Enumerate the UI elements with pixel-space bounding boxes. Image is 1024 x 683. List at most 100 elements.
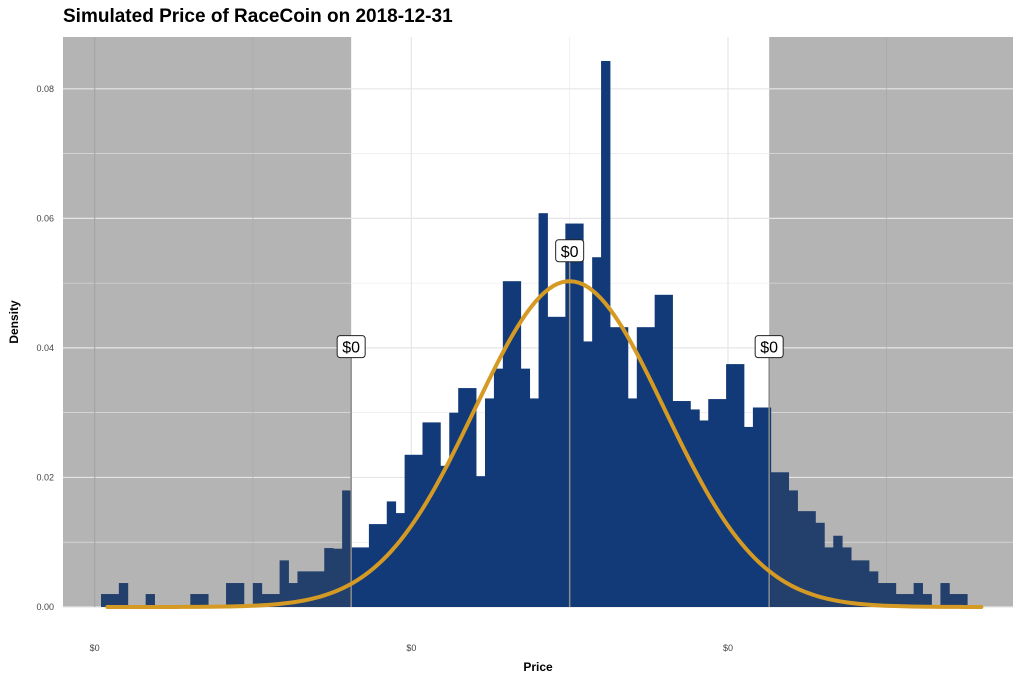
histogram-bar <box>368 524 379 607</box>
histogram-bar <box>199 594 209 607</box>
y-tick-label: 0.06 <box>36 213 54 223</box>
histogram-bar <box>493 368 504 607</box>
histogram-bar <box>529 398 539 607</box>
histogram-bar <box>413 454 423 607</box>
histogram-bar <box>761 407 772 607</box>
histogram-bar <box>663 294 673 607</box>
histogram-bar <box>824 547 834 607</box>
histogram-bar <box>752 407 763 607</box>
histogram-bar <box>342 490 352 607</box>
histogram-bar <box>190 594 200 607</box>
histogram-bar <box>922 594 932 607</box>
annotation-label: $0 <box>760 340 778 357</box>
histogram-bar <box>860 560 870 607</box>
histogram-bar <box>270 594 280 607</box>
histogram-bar <box>797 511 807 607</box>
annotation-box <box>336 335 366 359</box>
histogram-bar <box>458 388 468 607</box>
histogram-bar <box>467 388 477 607</box>
histogram-bar <box>261 594 272 607</box>
y-tick-label: 0.02 <box>36 472 54 482</box>
histogram-bar <box>895 594 906 607</box>
histogram-bar <box>377 524 388 607</box>
y-axis-ticks: 0.00 0.02 0.04 0.06 0.08 <box>36 84 54 612</box>
histogram-bar <box>904 594 915 607</box>
histogram-bar <box>502 281 513 607</box>
histogram-bar <box>601 60 611 608</box>
histogram-bar <box>743 426 754 607</box>
annotation-box <box>754 335 784 359</box>
annotation-label: $0 <box>342 340 360 357</box>
histogram-bar <box>583 341 593 607</box>
histogram-bar <box>520 368 531 607</box>
histogram-bar <box>779 472 790 607</box>
histogram-bar <box>958 594 968 607</box>
histogram-bar <box>735 364 745 607</box>
histogram-bar <box>913 583 923 607</box>
histogram-bar <box>297 571 307 607</box>
histogram-bar <box>770 472 781 607</box>
histogram-bar <box>109 594 120 607</box>
histogram-bar <box>333 548 343 607</box>
histogram-bar <box>788 490 798 607</box>
histogram-bar <box>101 594 111 607</box>
histogram-bar <box>431 422 441 607</box>
histogram-bar <box>556 316 566 607</box>
histogram-bar <box>806 511 816 607</box>
histogram-bar <box>690 409 700 607</box>
histogram-bar <box>636 327 647 607</box>
histogram-bar <box>877 583 888 607</box>
histogram-bar <box>592 257 602 607</box>
histogram-bar <box>279 560 289 607</box>
x-tick-label: $0 <box>406 643 416 653</box>
value-annotations: $0 $0 $0 <box>336 239 784 359</box>
histogram-bar <box>395 513 406 607</box>
histogram-bar <box>886 583 897 607</box>
histogram-bar <box>324 548 334 607</box>
histogram-bar <box>627 398 638 607</box>
histogram-bar <box>654 294 664 607</box>
histogram-bar <box>940 583 950 607</box>
histogram-bar <box>851 560 861 607</box>
y-axis-title: Density <box>7 300 21 344</box>
annotation-box <box>555 239 585 263</box>
y-tick-label: 0.04 <box>36 343 54 353</box>
histogram-bar <box>618 327 629 607</box>
histogram-bar <box>833 535 843 607</box>
normal-curve <box>105 279 984 609</box>
histogram-bar <box>145 594 155 607</box>
histogram-bar <box>538 213 548 607</box>
x-tick-label: $0 <box>723 643 733 653</box>
histogram-bar <box>118 583 129 607</box>
histogram-bar <box>476 476 486 607</box>
histogram-bar <box>672 401 682 607</box>
histogram-bar <box>386 501 397 607</box>
histogram-bar <box>351 547 361 607</box>
histogram-bar <box>422 422 432 607</box>
histogram-bar <box>868 571 879 607</box>
y-tick-label: 0.00 <box>36 602 54 612</box>
histogram-bar <box>449 412 459 607</box>
y-tick-label: 0.08 <box>36 84 54 94</box>
histogram-bar <box>610 327 620 607</box>
histogram-bar <box>484 398 495 607</box>
marker-lines <box>350 250 770 607</box>
histogram-bar <box>288 583 298 607</box>
histogram-bar <box>252 583 263 607</box>
shaded-region <box>63 37 352 607</box>
histogram-bar <box>815 522 825 607</box>
histogram-bar <box>234 583 245 607</box>
density-curve <box>105 279 984 609</box>
histogram-bar <box>681 401 691 607</box>
histogram-bar <box>717 399 727 607</box>
annotation-label: $0 <box>561 244 579 261</box>
x-tick-label: $0 <box>90 643 100 653</box>
histogram-bar <box>226 583 236 607</box>
histogram-bar <box>315 571 325 607</box>
histogram-bars <box>101 60 968 608</box>
histogram-bar <box>440 465 450 607</box>
histogram-bar <box>574 223 584 607</box>
chart-title: Simulated Price of RaceCoin on 2018-12-3… <box>63 6 453 27</box>
x-axis-ticks: $0 $0 $0 <box>90 643 733 653</box>
